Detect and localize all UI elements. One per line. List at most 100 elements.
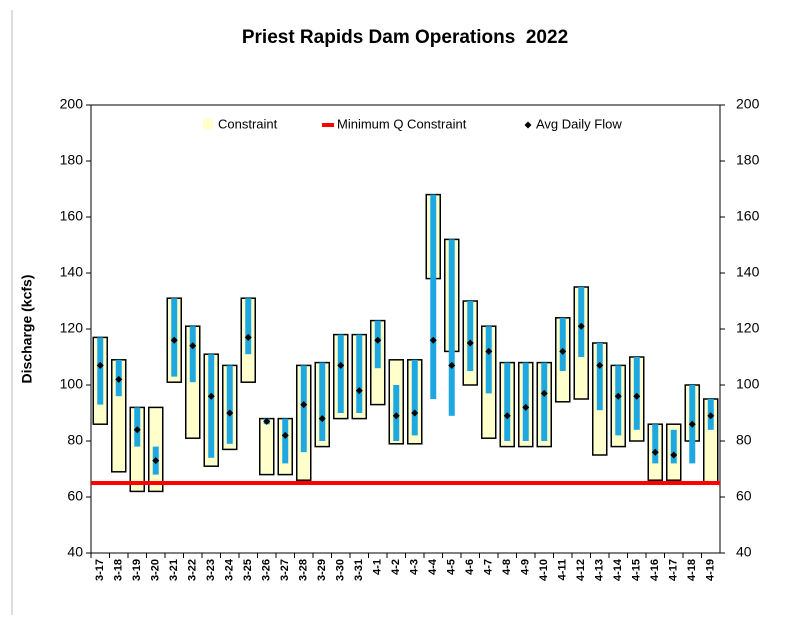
legend-label: Minimum Q Constraint [337,116,467,131]
x-tick-label: 3-27 [279,559,291,581]
x-tick-label: 3-17 [94,559,106,581]
avg-marker [559,347,567,355]
avg-marker [244,333,252,341]
y2-tick-label: 80 [736,432,752,448]
avg-marker [226,409,234,417]
flow-range-bar [300,365,307,453]
avg-marker [355,387,363,395]
avg-marker [189,342,197,350]
flow-range-bar [282,418,289,464]
y2-tick-label: 160 [736,208,760,224]
x-tick-label: 3-20 [150,559,162,581]
avg-marker [374,336,382,344]
avg-marker [577,322,585,330]
x-tick-label: 4-9 [520,559,532,575]
avg-marker [152,457,160,465]
x-tick-label: 3-24 [224,558,236,581]
y-tick-label: 160 [60,208,84,224]
y-tick-label: 60 [67,488,83,504]
x-tick-label: 3-22 [187,559,199,581]
avg-marker [337,361,345,369]
y-tick-label: 120 [60,320,84,336]
flow-range-bar [541,362,548,441]
avg-marker [540,389,548,397]
y-tick-label: 200 [60,96,84,112]
flow-range-bar [559,317,566,371]
flow-range-bar [485,326,492,394]
legend-swatch [203,119,213,129]
x-tick-label: 4-15 [631,559,643,581]
avg-marker [392,412,400,420]
y2-tick-label: 120 [736,320,760,336]
x-tick-label: 4-12 [575,559,587,581]
avg-marker [115,375,123,383]
x-tick-label: 3-18 [113,559,125,581]
x-tick-label: 3-31 [353,559,365,581]
avg-marker [633,392,641,400]
x-tick-label: 3-30 [335,559,347,581]
avg-marker [263,417,271,425]
flow-range-bar [189,326,196,383]
avg-marker [466,339,474,347]
flow-range-bar [337,334,344,413]
avg-marker [411,409,419,417]
x-tick-label: 4-4 [427,558,439,575]
constraint-box [259,417,275,476]
avg-marker [448,361,456,369]
flow-range-bar [596,343,603,411]
y2-tick-label: 200 [736,96,760,112]
x-tick-label: 4-10 [538,559,550,581]
avg-marker [318,415,326,423]
x-tick-label: 4-6 [464,559,476,575]
x-tick-label: 3-21 [168,559,180,581]
x-tick-label: 3-23 [205,559,217,581]
y-tick-label: 100 [60,376,84,392]
x-tick-label: 4-8 [501,559,513,575]
x-tick-label: 3-28 [298,559,310,581]
flow-range-bar [615,365,622,436]
x-tick-label: 4-13 [594,559,606,581]
flow-range-bar [430,194,437,399]
y-tick-label: 40 [67,544,83,560]
flow-range-bar [652,424,659,464]
x-tick-label: 4-5 [446,559,458,575]
y-axis-label: Discharge (kcfs) [19,275,35,384]
avg-marker [596,361,604,369]
y-tick-label: 180 [60,152,84,168]
y2-tick-label: 40 [736,544,752,560]
avg-marker [207,392,215,400]
flow-range-bar [356,334,363,413]
x-tick-label: 4-3 [409,559,421,575]
avg-marker [651,448,659,456]
avg-marker [133,426,141,434]
x-tick-label: 4-7 [483,559,495,575]
x-tick-label: 4-18 [686,559,698,581]
flow-range-bar [411,359,418,436]
y2-tick-label: 60 [736,488,752,504]
x-tick-label: 4-1 [372,559,384,575]
flow-range-bar [578,287,585,357]
y2-tick-label: 100 [736,376,760,392]
avg-marker [429,336,437,344]
flow-range-bar [208,354,215,458]
avg-marker [614,392,622,400]
x-tick-label: 3-19 [131,559,143,581]
x-tick-label: 4-2 [390,559,402,575]
x-tick-label: 4-11 [557,559,569,580]
flow-range-bar [374,320,381,369]
flow-range-bar [97,337,104,405]
avg-marker [485,347,493,355]
legend-label: Avg Daily Flow [536,116,622,131]
y-tick-label: 140 [60,264,84,280]
y2-tick-label: 140 [736,264,760,280]
flow-range-bar [448,239,455,416]
legend-label: Constraint [218,116,278,131]
avg-marker [670,451,678,459]
chart-title: Priest Rapids Dam Operations 2022 [242,27,568,48]
avg-marker [170,336,178,344]
x-tick-label: 3-26 [261,559,273,581]
flow-range-bar [522,362,529,441]
avg-marker [96,361,104,369]
avg-marker [707,412,715,420]
